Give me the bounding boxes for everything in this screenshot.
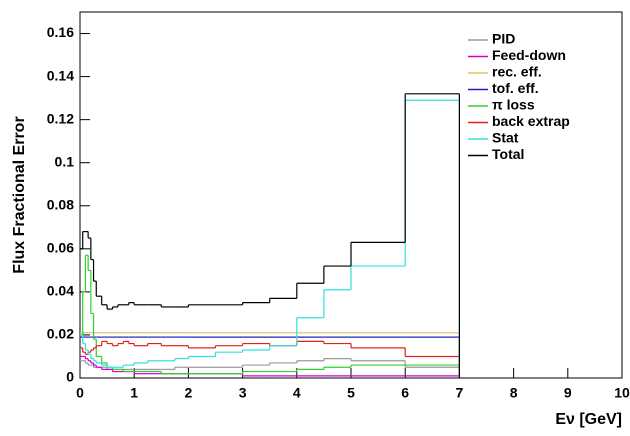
x-tick-label: 1 <box>130 385 138 401</box>
x-axis-label: Eν [GeV] <box>555 411 622 428</box>
x-tick-label: 5 <box>347 385 355 401</box>
x-tick-label: 6 <box>401 385 409 401</box>
legend-label: Total <box>492 146 524 162</box>
legend-label: Stat <box>492 130 519 146</box>
y-axis-label: Flux Fractional Error <box>11 116 28 273</box>
x-tick-label: 10 <box>614 385 630 401</box>
y-tick-label: 0.14 <box>47 67 74 83</box>
x-tick-label: 7 <box>456 385 464 401</box>
x-tick-label: 3 <box>239 385 247 401</box>
legend-label: Feed-down <box>492 47 566 63</box>
legend-label: back extrap <box>492 113 570 129</box>
legend-label: rec. eff. <box>492 64 542 80</box>
y-tick-label: 0 <box>66 369 74 385</box>
y-tick-label: 0.06 <box>47 240 74 256</box>
y-tick-label: 0.08 <box>47 196 74 212</box>
y-tick-label: 0.1 <box>55 153 75 169</box>
x-tick-label: 9 <box>564 385 572 401</box>
x-tick-label: 0 <box>76 385 84 401</box>
legend-label: π loss <box>492 97 535 113</box>
y-tick-label: 0.16 <box>47 24 74 40</box>
y-tick-label: 0.04 <box>47 283 74 299</box>
y-tick-label: 0.02 <box>47 326 74 342</box>
x-tick-label: 2 <box>185 385 193 401</box>
x-tick-label: 8 <box>510 385 518 401</box>
x-tick-label: 4 <box>293 385 301 401</box>
y-tick-label: 0.12 <box>47 110 74 126</box>
legend-label: tof. eff. <box>492 80 539 96</box>
legend-label: PID <box>492 31 515 47</box>
